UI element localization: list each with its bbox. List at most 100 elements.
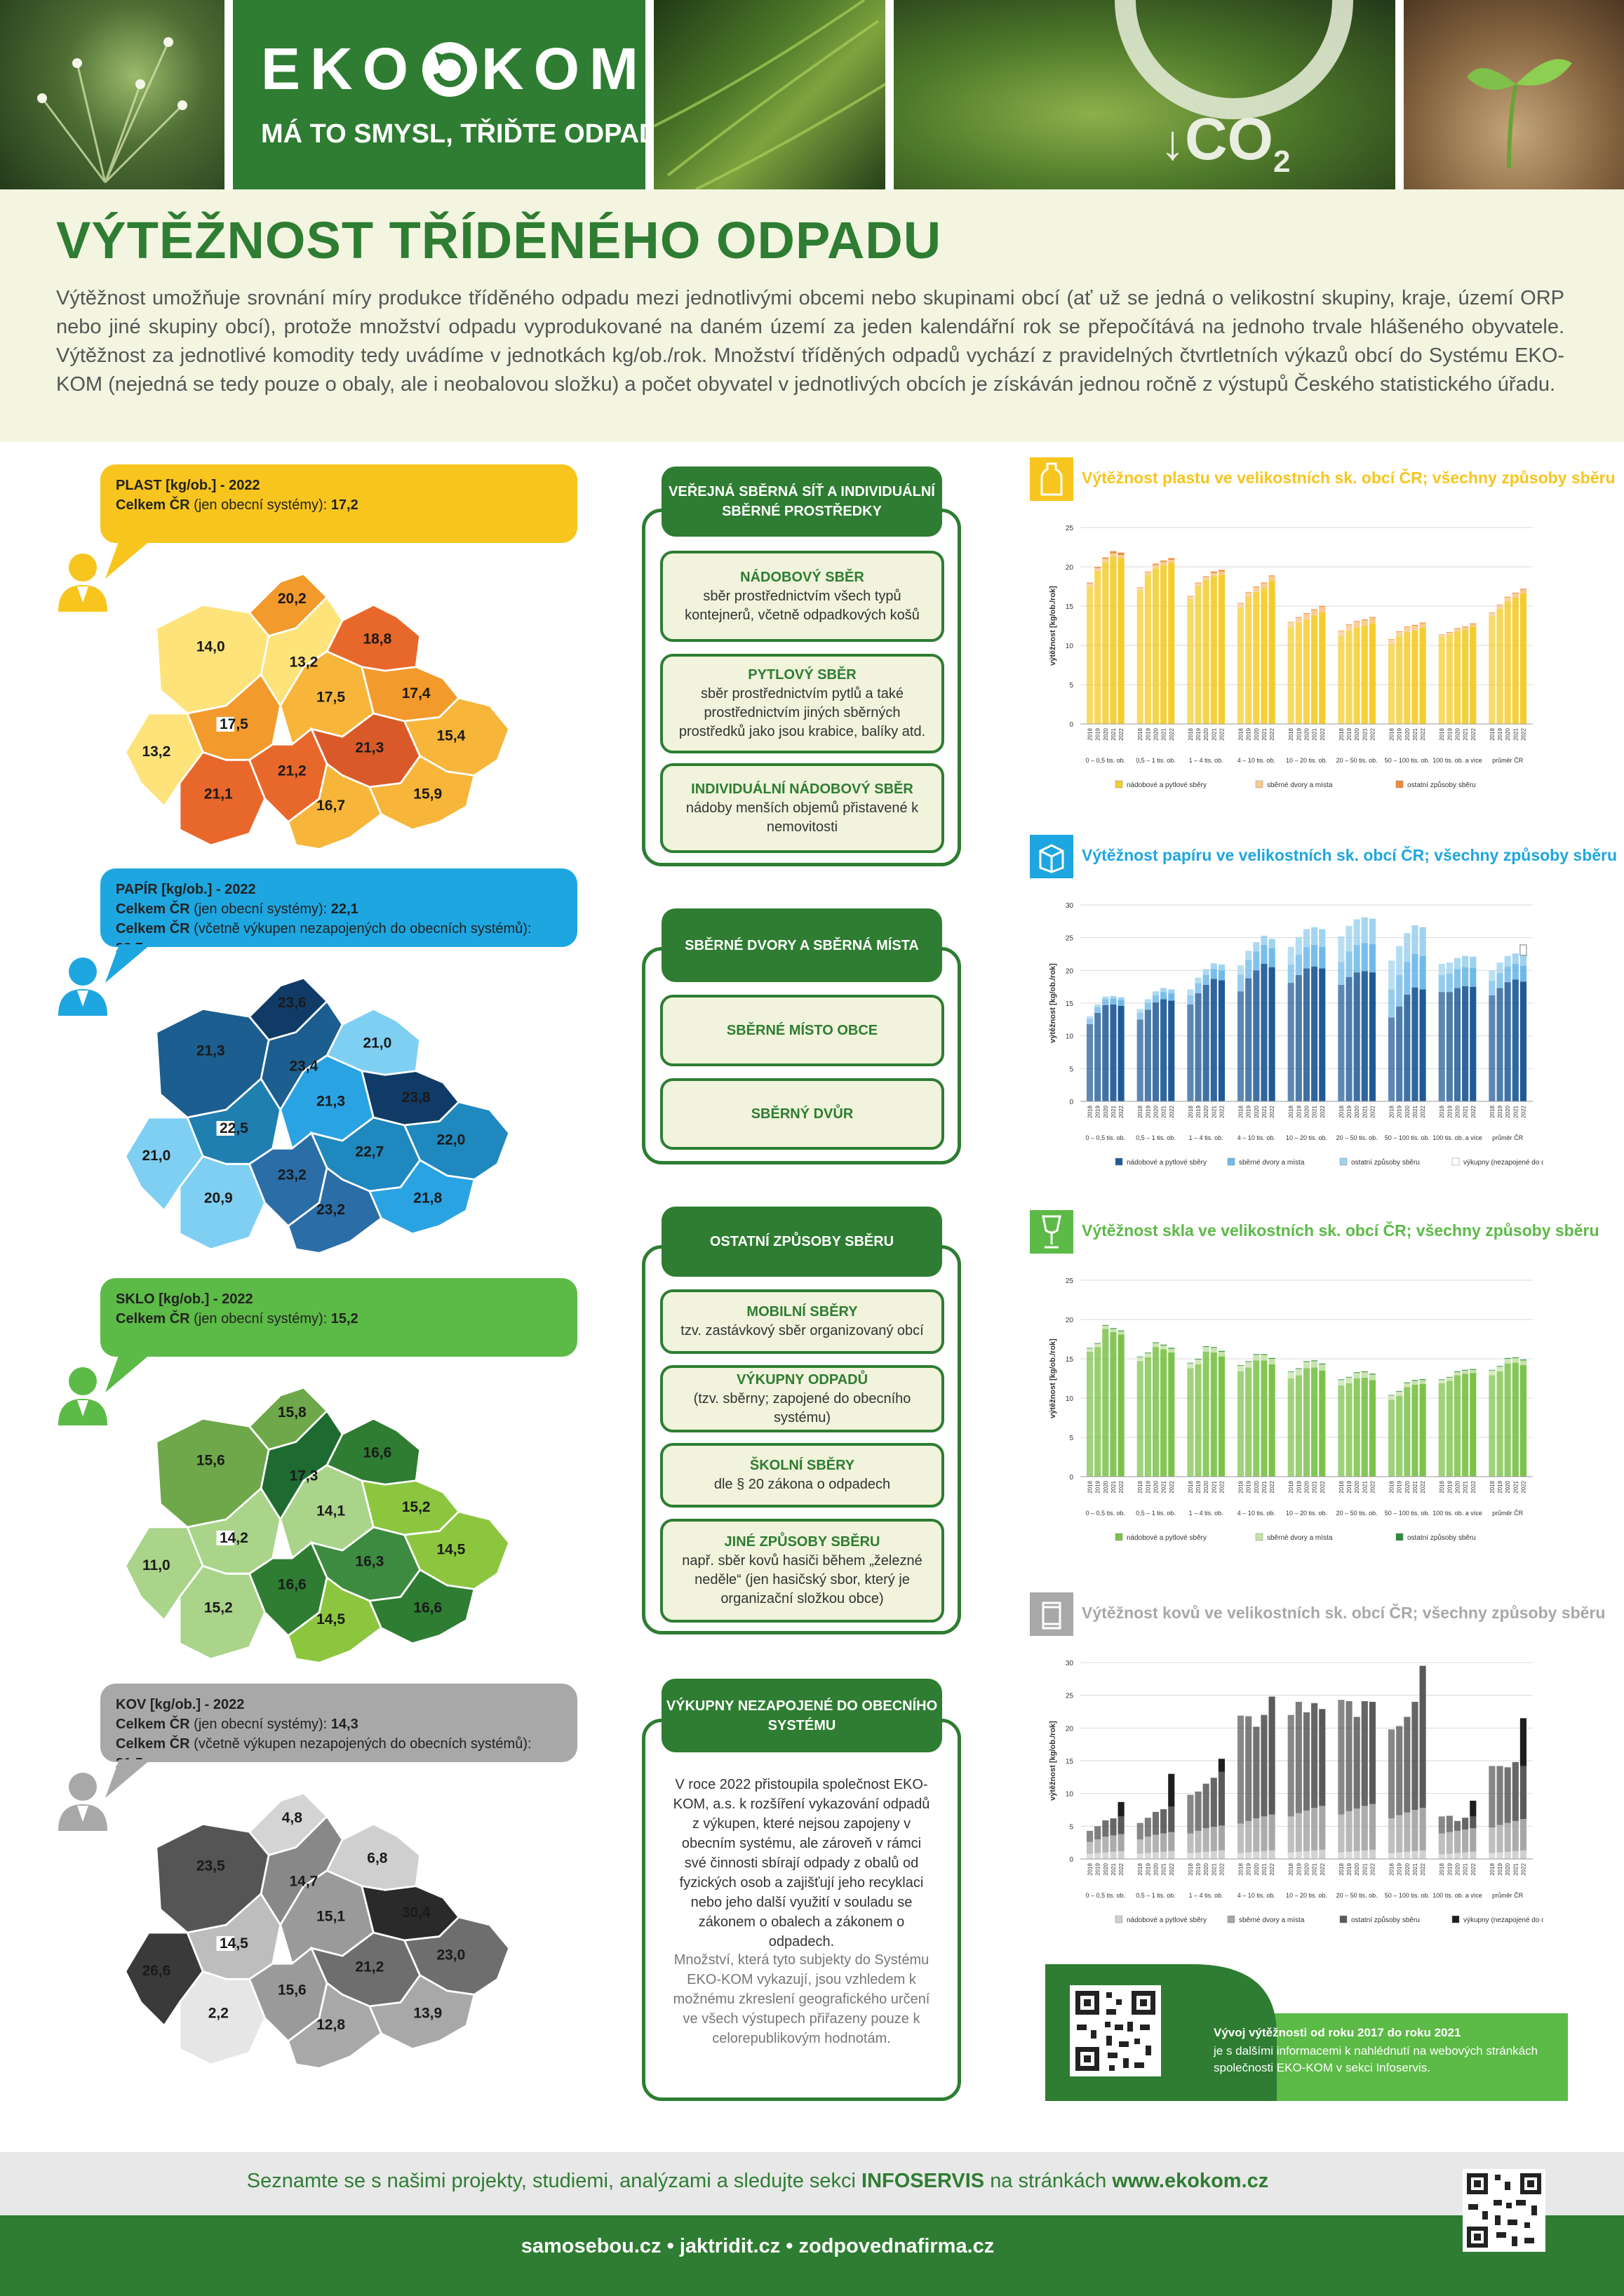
- card-collection-yard: SBĚRNÝ DVŮR: [660, 1078, 944, 1150]
- year-tick-label: 2019: [1195, 1105, 1202, 1117]
- year-tick-label: 2019: [1296, 1480, 1302, 1493]
- bar-segment: [1094, 1343, 1101, 1344]
- map-region: [178, 1970, 267, 2066]
- year-tick-label: 2019: [1497, 727, 1503, 740]
- czech-map-plast: 14,0 13,2 17,5 21,1 13,2 20,2 17,5 21,2 18,8 17,4…: [124, 572, 511, 850]
- slogan: MÁ TO SMYSL, TŘIĎTE ODPAD!: [261, 119, 668, 149]
- bar-segment: [1195, 1830, 1202, 1853]
- bar-segment: [1152, 1347, 1160, 1477]
- bar-segment: [1110, 551, 1117, 553]
- bar-segment: [1345, 1811, 1353, 1852]
- year-tick-label: 2019: [1095, 1105, 1101, 1117]
- bar-segment: [1462, 1830, 1469, 1853]
- year-tick-label: 2022: [1320, 727, 1326, 740]
- footer-infoservis[interactable]: INFOSERVIS: [861, 2170, 985, 2192]
- bar-segment: [1118, 555, 1125, 558]
- y-tick-label: 0: [1069, 1856, 1073, 1864]
- map-region-value: 11,0: [142, 1557, 170, 1573]
- map-region-value: 15,1: [316, 1908, 345, 1924]
- bar-segment: [1489, 981, 1496, 995]
- x-category-label: 0 – 0,5 tis. ob.: [1086, 1892, 1126, 1899]
- x-category-label: 0,5 – 1 tis. ob.: [1136, 1892, 1176, 1899]
- legend-label: sběrné dvory a místa: [1267, 1534, 1333, 1542]
- year-tick-label: 2019: [1246, 1480, 1252, 1493]
- year-tick-label: 2018: [1137, 1105, 1143, 1117]
- year-tick-label: 2022: [1269, 1105, 1275, 1117]
- year-tick-label: 2020: [1455, 1105, 1461, 1117]
- glass-icon: [1042, 1215, 1061, 1249]
- year-tick-label: 2021: [1261, 1105, 1268, 1117]
- bar-segment: [1303, 1362, 1310, 1369]
- map-region-value: 14,7: [289, 1874, 318, 1890]
- bar-segment: [1462, 626, 1469, 628]
- bar-segment: [1361, 971, 1368, 1101]
- bar-segment: [1361, 917, 1368, 944]
- map-region-value: 12,8: [316, 2017, 345, 2033]
- bar-segment: [1187, 1004, 1194, 1101]
- qr-code-icon[interactable]: [1070, 1985, 1161, 2076]
- year-tick-label: 2021: [1110, 1862, 1117, 1875]
- bar-segment: [1295, 622, 1302, 724]
- bar-segment: [1237, 603, 1244, 608]
- bar-segment: [1261, 1851, 1268, 1859]
- footer-website-link[interactable]: www.ekokom.cz: [1112, 2170, 1269, 2192]
- map-region-value: 21,8: [413, 1190, 442, 1207]
- bar-segment: [1470, 1816, 1477, 1829]
- bar-segment: [1419, 927, 1426, 956]
- bar-segment: [1202, 577, 1209, 581]
- bar-segment: [1353, 1851, 1360, 1859]
- year-tick-label: 2022: [1470, 1862, 1477, 1875]
- legend-swatch: [1227, 1157, 1235, 1166]
- map-total-line: Celkem ČR (jen obecní systémy): 17,2: [116, 495, 562, 515]
- bar-segment: [1345, 1383, 1353, 1477]
- bar-segment: [1195, 583, 1202, 586]
- bar-segment: [1152, 563, 1160, 565]
- card-title: JINÉ ZPŮSOBY SBĚRU: [724, 1534, 880, 1550]
- bar-segment: [1218, 575, 1225, 724]
- bar-segment: [1411, 987, 1418, 1101]
- bar-segment: [1295, 1851, 1302, 1859]
- card-bag-collection: PYTLOVÝ SBĚR sběr prostřednictvím pytlů a…: [660, 654, 944, 753]
- chart-title: Výtěžnost kovů ve velikostních sk. obcí …: [1082, 1604, 1606, 1622]
- bar-segment: [1504, 1357, 1511, 1359]
- bar-segment: [1419, 1380, 1426, 1384]
- legend-swatch: [1115, 1157, 1123, 1166]
- bar-segment: [1202, 1783, 1209, 1829]
- bar-segment: [1404, 1383, 1411, 1388]
- bar-segment: [1504, 597, 1511, 602]
- bar-segment: [1295, 1369, 1302, 1376]
- bar-segment: [1187, 995, 1194, 1005]
- card-text: tzv. zastávkový sběr organizovaný obcí: [680, 1323, 924, 1338]
- bar-segment: [1519, 965, 1526, 982]
- paper-box-icon: [1039, 844, 1064, 873]
- year-tick-label: 2022: [1118, 1480, 1125, 1493]
- footer-links[interactable]: samosebou.cz • jaktridit.cz • zodpovedna…: [521, 2235, 995, 2257]
- year-tick-label: 2021: [1161, 1862, 1167, 1875]
- bar-segment: [1446, 1376, 1453, 1378]
- bar-segment: [1202, 984, 1209, 1101]
- bar-segment: [1253, 1360, 1260, 1477]
- bar-segment: [1110, 1835, 1117, 1852]
- year-tick-label: 2020: [1254, 727, 1260, 740]
- map-total-label: Celkem ČR: [116, 1736, 190, 1752]
- bar-segment: [1361, 1372, 1368, 1378]
- bar-segment: [1361, 943, 1368, 972]
- bar-segment: [1303, 1810, 1310, 1851]
- year-tick-label: 2019: [1195, 1480, 1202, 1493]
- map-region-value: 13,2: [289, 654, 318, 671]
- year-tick-label: 2022: [1118, 727, 1125, 740]
- bar-segment: [1496, 1366, 1503, 1367]
- map-region-value: 15,2: [402, 1499, 431, 1515]
- year-tick-label: 2019: [1246, 1862, 1252, 1875]
- year-tick-label: 2018: [1489, 727, 1496, 740]
- year-tick-label: 2018: [1188, 1105, 1194, 1117]
- bar-segment: [1462, 1374, 1469, 1477]
- footer-qr-code-icon[interactable]: [1463, 2169, 1545, 2252]
- year-tick-label: 2018: [1087, 1105, 1094, 1117]
- map-total-label: Celkem ČR: [116, 1717, 190, 1732]
- map-total-label: Celkem ČR: [116, 901, 190, 917]
- bar-segment: [1152, 991, 1160, 995]
- bar-segment: [1087, 582, 1094, 584]
- x-category-label: 10 – 20 tis. ob.: [1286, 1892, 1327, 1899]
- recycle-icon: [422, 41, 478, 97]
